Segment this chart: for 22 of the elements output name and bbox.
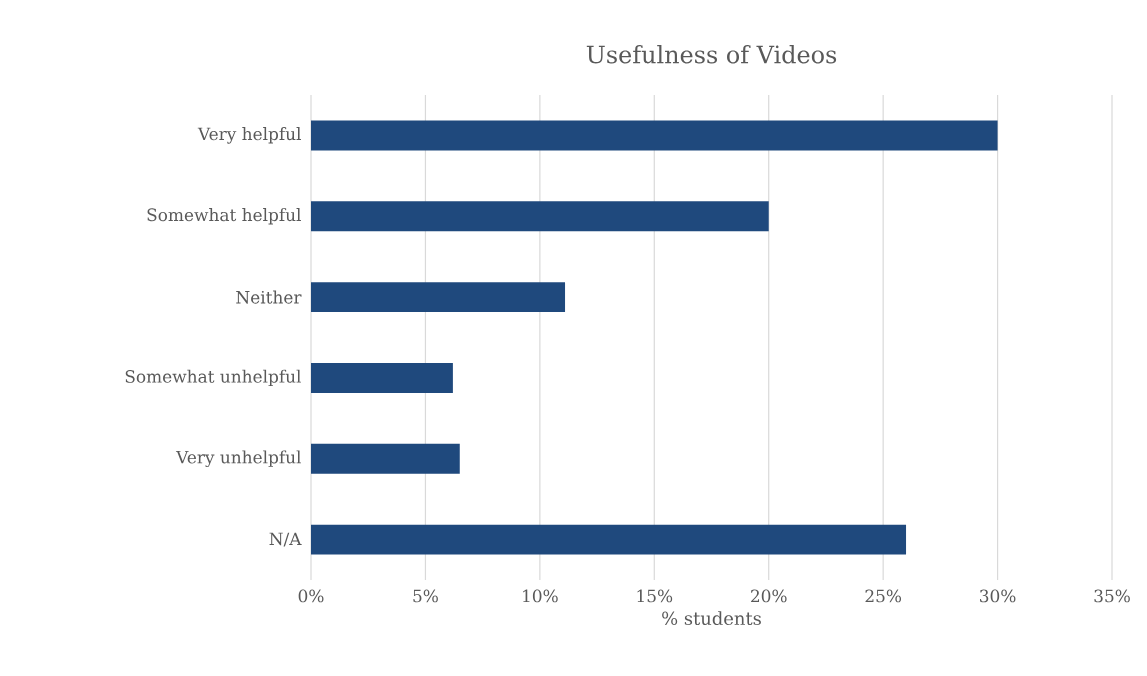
y-tick-label: Somewhat helpful (147, 208, 301, 225)
x-tick-label: 30% (980, 589, 1016, 603)
x-tick-label: 35% (1094, 589, 1130, 603)
x-tick-label: 25% (865, 589, 902, 603)
x-tick-label: 20% (751, 589, 787, 603)
x-tick-label: 15% (637, 589, 673, 603)
y-tick-label: Neither (236, 290, 302, 304)
bar (311, 120, 998, 151)
y-tick-label: Somewhat unhelpful (125, 369, 301, 387)
y-tick-label: Very helpful (197, 127, 301, 144)
x-tick-label: 5% (413, 589, 438, 603)
bar (311, 362, 453, 393)
bar (311, 443, 460, 474)
bar (311, 201, 769, 232)
bar (311, 524, 907, 555)
x-tick-label: 0% (298, 589, 324, 603)
chart-title: Usefulness of Videos (586, 45, 837, 64)
y-tick-label: N/A (269, 532, 302, 547)
x-axis-title: % students (662, 611, 761, 626)
y-tick-label: Very unhelpful (175, 450, 301, 468)
x-tick-label: 10% (523, 589, 558, 603)
bar (311, 282, 566, 313)
